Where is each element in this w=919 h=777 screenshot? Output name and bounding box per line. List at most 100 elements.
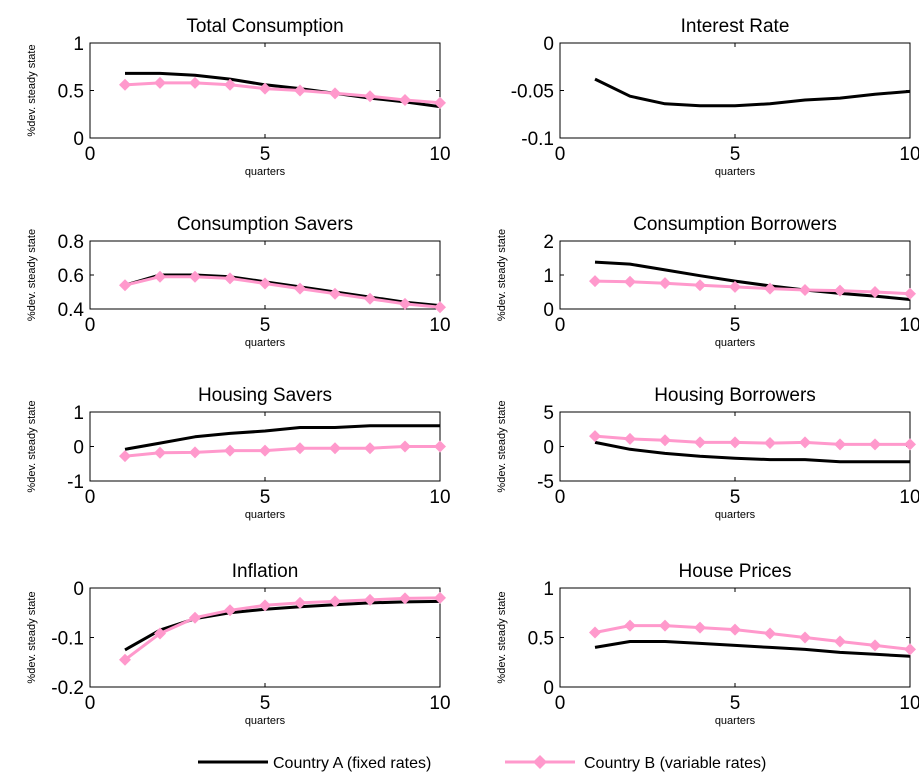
legend-marker-country-b [533,755,547,769]
y-axis-label: %dev. steady state [496,400,508,492]
x-tick-label: 5 [260,693,271,714]
y-axis-label: %dev. steady state [496,591,508,683]
y-tick-label: 0.6 [58,266,84,287]
data-point-marker [224,444,236,457]
y-axis-label: %dev. steady state [496,229,508,321]
x-axis-label: quarters [715,337,756,349]
data-point-marker [869,639,881,652]
data-point-marker [154,627,166,640]
y-tick-label: -0.05 [511,82,554,103]
x-axis-label: quarters [245,715,286,727]
y-tick-label: 0 [543,34,554,55]
y-tick-label: 5 [543,403,554,424]
x-tick-label: 5 [730,315,741,336]
y-tick-label: 0 [73,579,84,600]
data-point-marker [589,626,601,639]
series-line-country-b-variable-rates [594,279,911,296]
data-point-marker [799,436,811,449]
data-point-marker [154,270,166,283]
x-axis-label: quarters [715,509,756,521]
data-point-marker [694,436,706,449]
x-tick-label: 10 [899,487,919,508]
x-tick-label: 5 [730,144,741,165]
data-point-marker [589,430,601,443]
x-tick-label: 5 [730,693,741,714]
x-axis-label: quarters [715,166,756,178]
data-point-marker [259,599,271,612]
series-line-country-a-fixed-rates [124,273,441,308]
y-tick-label: -0.1 [521,129,554,150]
series-line-country-a-fixed-rates [594,440,910,464]
series-line-country-a-fixed-rates [124,424,440,451]
y-tick-label: -1 [67,472,84,493]
data-point-marker [329,442,341,455]
y-tick-label: 0.8 [58,232,84,253]
series-line-country-a-fixed-rates [125,71,441,109]
data-point-marker [294,282,306,295]
x-tick-label: 10 [429,315,450,336]
subplot-inflation: Inflation 0 5 10 -0.2 -0.1 0 quarters %dev. stea… [26,561,451,727]
x-tick-label: 0 [555,315,566,336]
x-tick-label: 10 [429,144,450,165]
y-tick-label: 0.4 [58,300,85,321]
series-line-country-a-fixed-rates [124,599,441,652]
data-point-marker [259,82,271,95]
x-tick-label: 5 [260,315,271,336]
data-point-marker [329,595,341,608]
subplot-consumption-borrowers: Consumption Borrowers 0 5 10 0 1 2 quarters %dev… [496,214,919,349]
data-point-marker [224,78,236,91]
data-point-marker [904,438,916,451]
series-line-country-b-variable-rates [594,624,911,651]
data-point-marker [799,283,811,296]
data-point-marker [259,277,271,290]
subplot-title: Housing Borrowers [654,385,816,406]
y-tick-label: 0 [543,678,554,699]
series-line-country-b-variable-rates [594,434,910,446]
data-point-marker [729,623,741,636]
y-tick-label: 0 [73,129,84,150]
data-point-marker [329,287,341,300]
x-axis-label: quarters [245,166,286,178]
data-point-marker [189,446,201,459]
data-point-marker [119,78,131,91]
data-point-marker [119,653,131,666]
data-point-marker [329,87,341,100]
x-tick-label: 10 [429,487,450,508]
y-tick-label: 0.5 [528,629,554,650]
y-tick-label: 1 [73,34,84,55]
y-tick-label: -5 [537,472,554,493]
data-point-marker [399,297,411,310]
y-axis-label: %dev. steady state [26,229,38,321]
data-point-marker [189,270,201,283]
data-point-marker [869,286,881,298]
x-tick-label: 0 [555,487,566,508]
data-point-marker [799,631,811,644]
data-point-marker [189,611,201,624]
axes-frame [559,587,911,688]
y-tick-label: 0 [543,300,554,321]
data-point-marker [659,277,671,290]
subplot-title: House Prices [679,561,792,582]
x-tick-label: 0 [85,693,96,714]
series-line-country-b-variable-rates [124,275,441,309]
x-axis-label: quarters [245,509,286,521]
data-point-marker [119,279,131,292]
data-point-marker [294,442,306,455]
series-line-country-a-fixed-rates [594,260,911,301]
y-axis-label: %dev. steady state [26,591,38,683]
legend: Country A (fixed rates) Country B (varia… [198,755,766,772]
data-point-marker [834,438,846,451]
data-point-marker [399,94,411,106]
data-point-marker [119,450,131,463]
data-point-marker [624,432,636,445]
data-point-marker [399,440,411,453]
data-point-marker [729,436,741,449]
data-point-marker [624,619,636,632]
data-point-marker [364,442,376,455]
data-point-marker [764,282,776,295]
subplot-title: Total Consumption [186,16,343,37]
y-axis-label: %dev. steady state [26,44,38,136]
data-point-marker [694,279,706,292]
y-tick-label: 1 [73,403,84,424]
